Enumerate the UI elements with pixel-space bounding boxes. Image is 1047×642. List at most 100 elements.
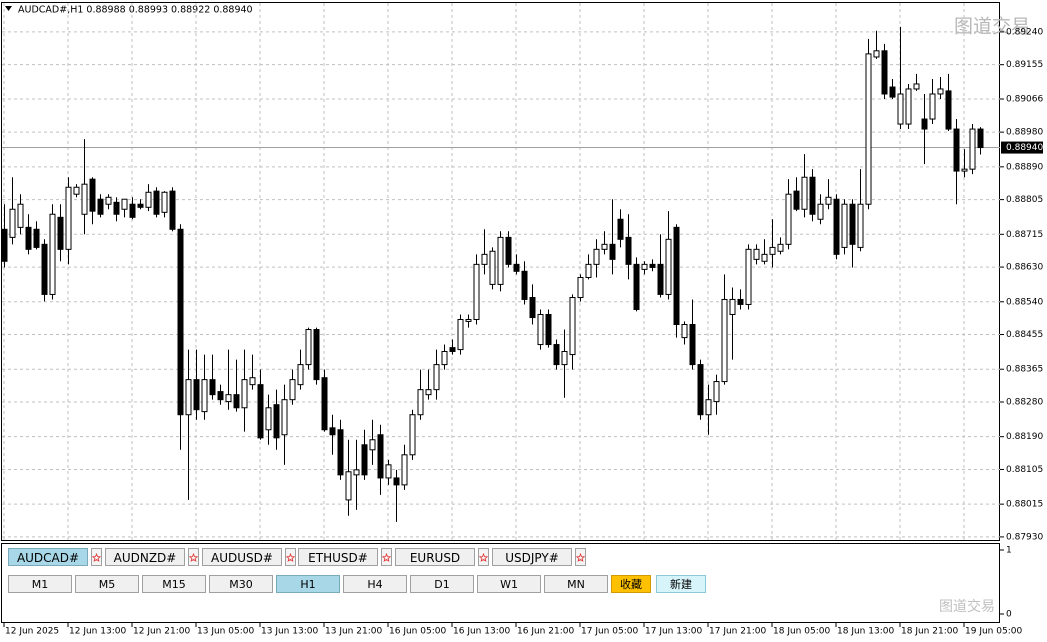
candle-body	[345, 471, 352, 501]
candle-body	[513, 263, 520, 272]
candle-body	[257, 384, 264, 439]
candle-body	[393, 477, 400, 486]
candle-body	[17, 203, 24, 228]
watermark: 图道交易	[939, 598, 995, 615]
timeframe-button[interactable]: M15	[142, 575, 206, 593]
timeframe-button[interactable]: M30	[209, 575, 273, 593]
candle-body	[385, 464, 392, 479]
timeframe-button[interactable]: M1	[8, 575, 72, 593]
current-price-box	[1001, 141, 1043, 154]
candle-body	[953, 128, 960, 172]
candle-body	[737, 298, 744, 305]
candle-body	[265, 407, 272, 431]
candle-body	[129, 203, 136, 218]
symbol-button[interactable]: AUDCAD#	[8, 548, 88, 566]
symbol-button[interactable]: ETHUSD#	[298, 548, 378, 566]
candle-body	[321, 377, 328, 431]
candle-body	[753, 248, 760, 260]
candle-body	[41, 243, 48, 295]
candle-body	[601, 243, 608, 250]
timeframe-button[interactable]: W1	[477, 575, 541, 593]
y-tick-label: 0.88805	[1006, 195, 1043, 205]
candle-body	[825, 196, 832, 205]
new-button[interactable]: 新建	[656, 575, 706, 593]
watermark: 图道交易	[954, 16, 1030, 38]
x-tick-label: 19 Jun 05:00	[965, 627, 1022, 637]
candle-body	[313, 329, 320, 381]
candle-body	[249, 377, 256, 386]
candle-body	[553, 344, 560, 366]
y-tick-label: 1	[1006, 546, 1012, 556]
candle-body	[89, 178, 96, 212]
candle-body	[233, 394, 240, 409]
candle-body	[537, 313, 544, 346]
candle-body	[361, 444, 368, 476]
candle-body	[801, 176, 808, 210]
candle-body	[665, 238, 672, 295]
candle-body	[937, 88, 944, 95]
collapse-icon	[5, 6, 12, 11]
candle-body	[721, 298, 728, 383]
star-icon	[478, 552, 489, 562]
y-tick-label: 0.89155	[1006, 60, 1043, 70]
favorite-button[interactable]: 收藏	[611, 575, 651, 593]
symbol-button[interactable]: USDJPY#	[492, 548, 572, 566]
x-tick-label: 13 Jun 21:00	[325, 627, 382, 637]
favorite-star[interactable]	[575, 548, 586, 566]
y-tick-label: 0.88540	[1006, 297, 1043, 307]
favorite-star[interactable]	[91, 548, 102, 566]
candle-body	[681, 324, 688, 339]
candle-body	[761, 253, 768, 262]
candle-body	[529, 297, 536, 319]
candle-body	[201, 379, 208, 413]
favorite-star[interactable]	[381, 548, 392, 566]
y-tick-label: 0.89240	[1006, 27, 1043, 37]
y-tick-label: 0.88280	[1006, 397, 1043, 407]
candle-body	[905, 88, 912, 125]
candle-body	[585, 263, 592, 278]
candle-body	[609, 243, 616, 260]
candle-body	[425, 389, 432, 396]
candle-body	[465, 318, 472, 322]
candle-body	[561, 350, 568, 366]
candle-body	[697, 364, 704, 416]
candle-body	[729, 298, 736, 315]
candle-body	[209, 379, 216, 396]
candle-body	[705, 399, 712, 416]
star-icon	[575, 552, 586, 562]
candle-body	[185, 379, 192, 416]
candle-body	[961, 168, 968, 172]
symbol-button[interactable]: AUDNZD#	[105, 548, 185, 566]
candle-body	[505, 236, 512, 265]
y-tick-label: 0.88365	[1006, 365, 1043, 375]
candle-body	[929, 93, 936, 120]
candle-body	[817, 203, 824, 220]
favorite-star[interactable]	[478, 548, 489, 566]
timeframe-button[interactable]: M5	[75, 575, 139, 593]
timeframe-button[interactable]: D1	[410, 575, 474, 593]
favorite-star[interactable]	[285, 548, 296, 566]
candle-body	[353, 469, 360, 476]
current-price-label: 0.88940	[1006, 143, 1043, 153]
y-tick-label: 0.88015	[1006, 500, 1043, 510]
favorite-star[interactable]	[188, 548, 199, 566]
candle-body	[873, 50, 880, 58]
y-tick-label: 0.87930	[1006, 532, 1043, 542]
candle-body	[401, 454, 408, 486]
symbol-button[interactable]: AUDUSD#	[202, 548, 282, 566]
y-tick-label: 0.88980	[1006, 128, 1043, 138]
x-tick-label: 16 Jun 05:00	[389, 627, 446, 637]
timeframe-button[interactable]: MN	[544, 575, 608, 593]
timeframe-button[interactable]: H4	[343, 575, 407, 593]
candle-body	[433, 364, 440, 391]
candle-body	[841, 203, 848, 248]
star-icon	[188, 552, 199, 562]
candle-body	[441, 350, 448, 366]
candle-body	[137, 203, 144, 208]
symbol-button[interactable]: EURUSD	[395, 548, 475, 566]
candle-body	[241, 379, 248, 409]
timeframe-button[interactable]: H1	[276, 575, 340, 593]
candle-body	[889, 86, 896, 98]
candle-body	[417, 389, 424, 416]
